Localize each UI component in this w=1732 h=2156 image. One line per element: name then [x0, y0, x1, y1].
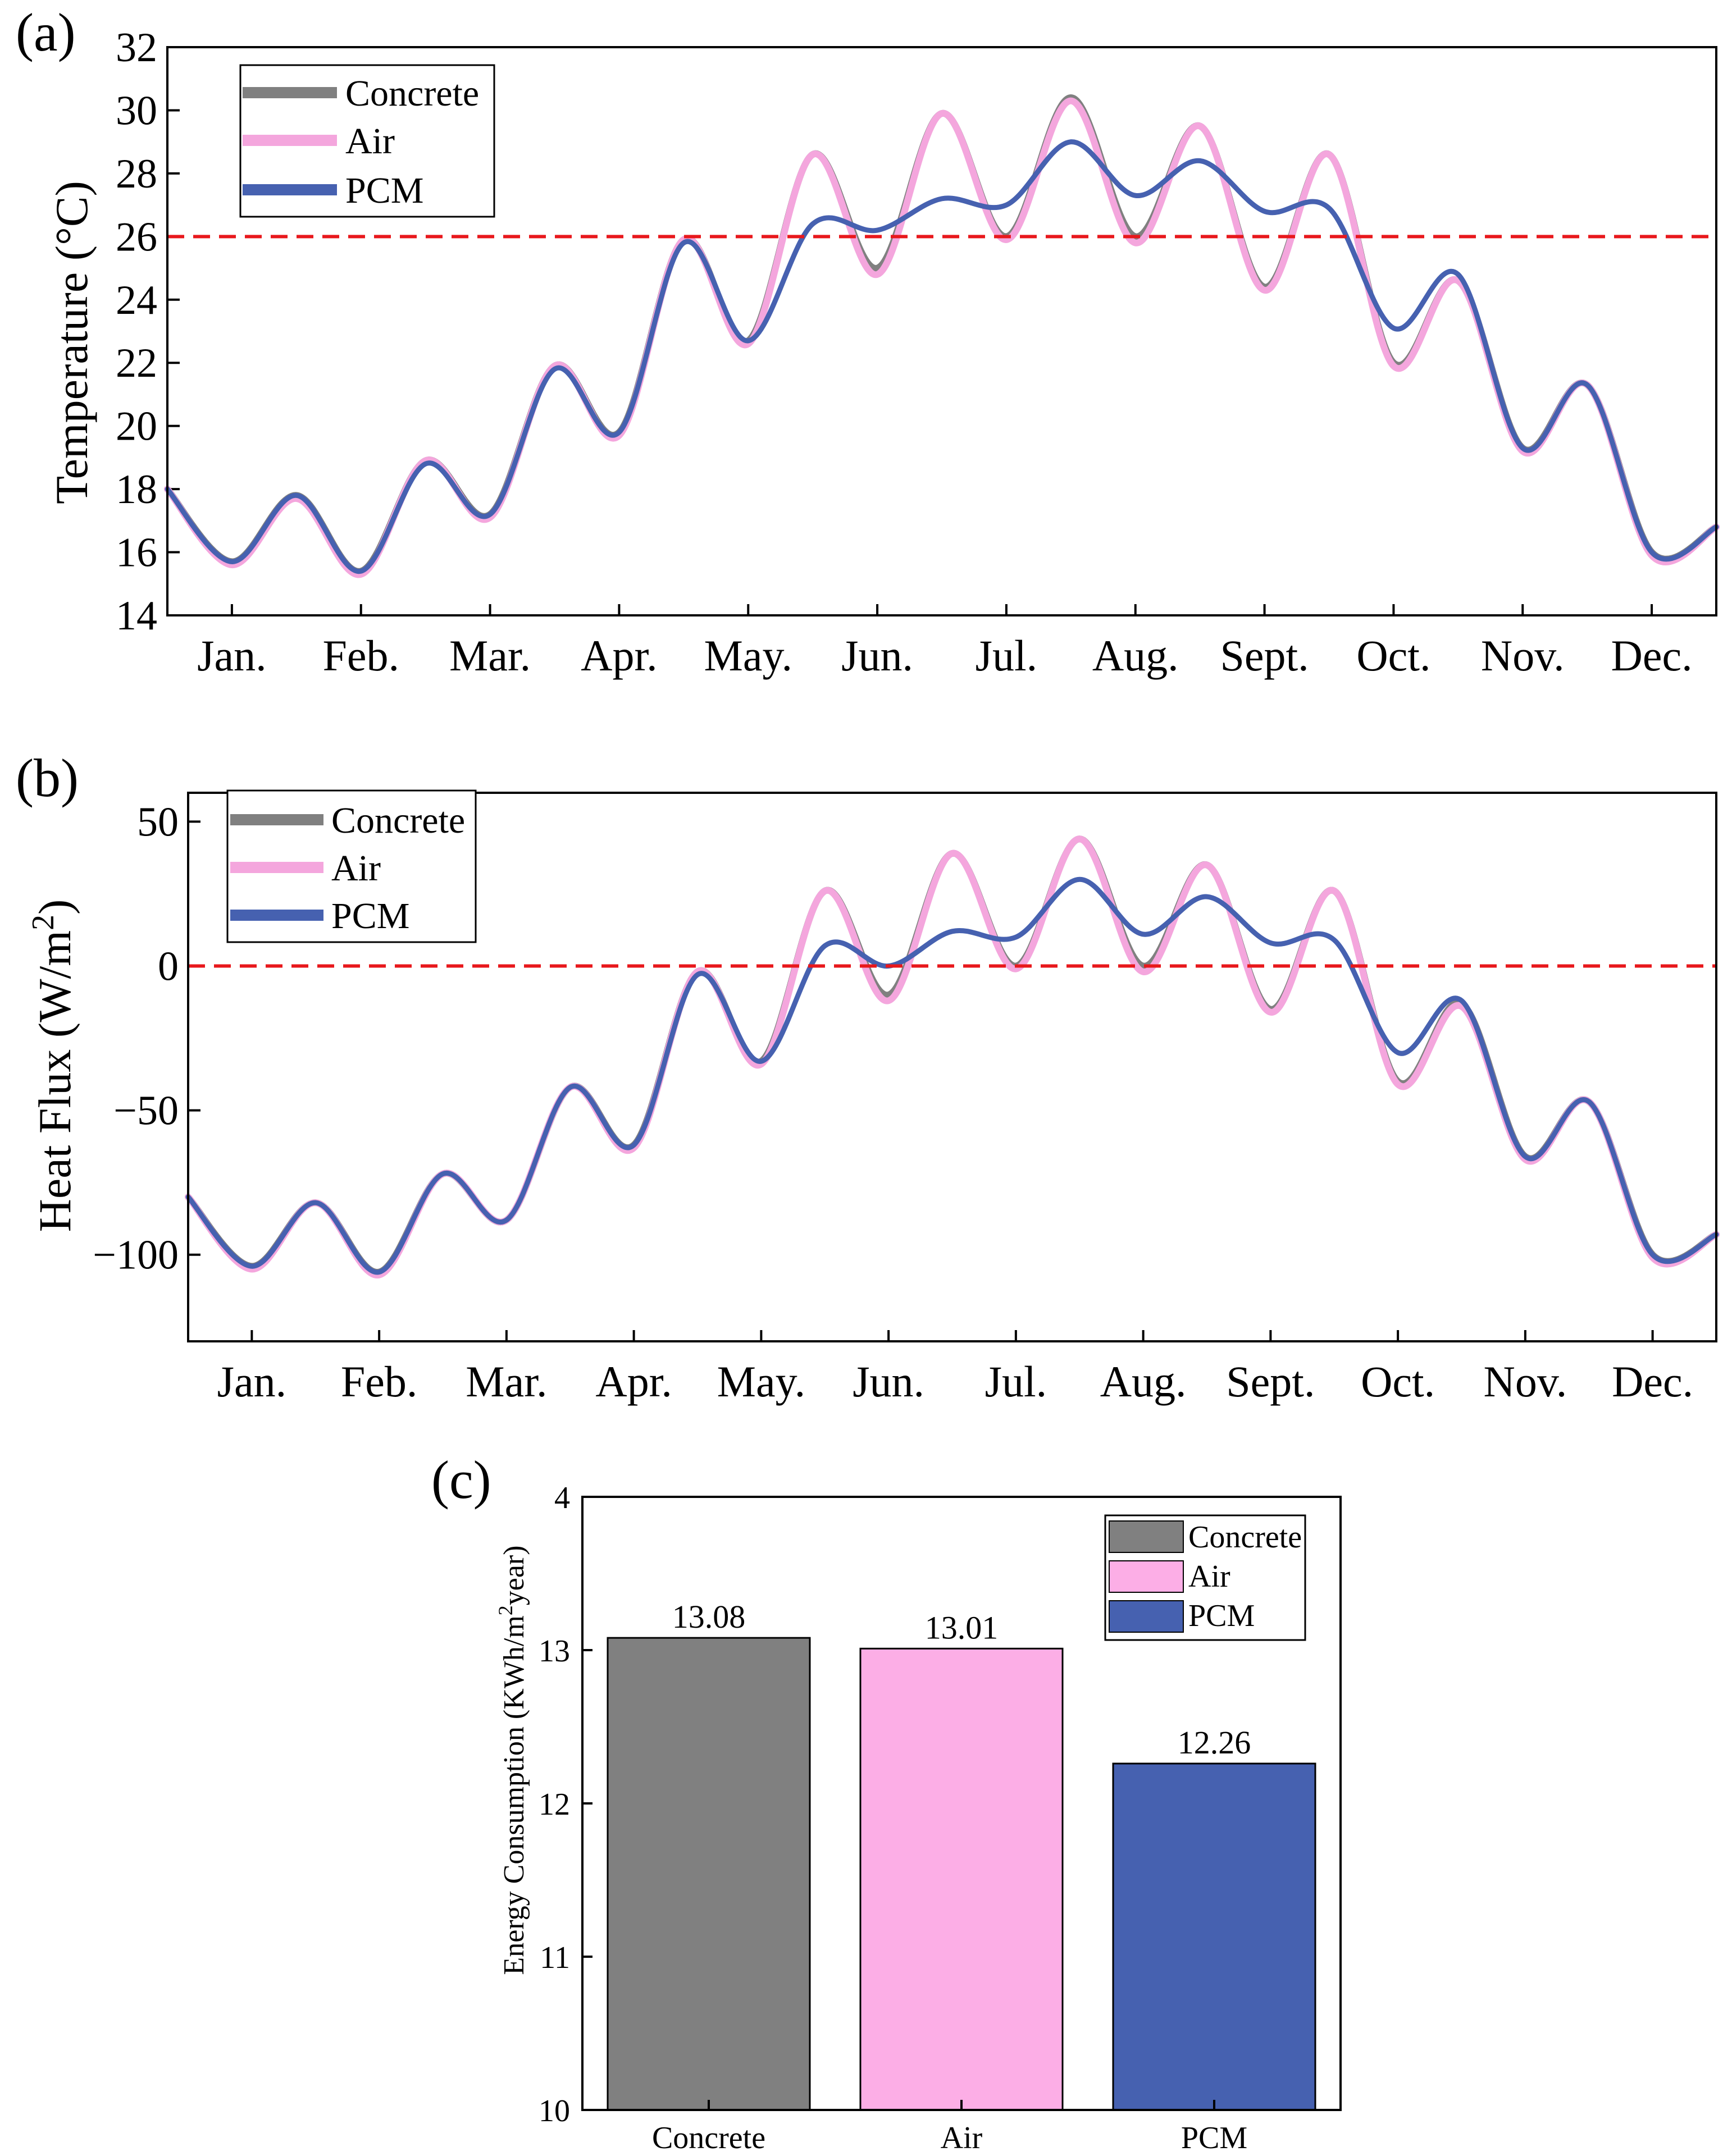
- bar-value-label: 12.26: [1178, 1724, 1251, 1761]
- x-tick-label: May.: [717, 1357, 805, 1406]
- legend-label-concrete: Concrete: [345, 73, 479, 114]
- bar-pcm: [1112, 1762, 1316, 2111]
- x-tick-label: Dec.: [1612, 1357, 1693, 1406]
- y-tick-label: 11: [540, 1940, 570, 1975]
- panel-b-series-lines: [185, 835, 1720, 1278]
- panel-a-series-lines: [164, 94, 1720, 578]
- panel-b-x-ticks: Jan. Feb. Mar. Apr. May. Jun. Jul. Aug. Sept. Oct…: [217, 1330, 1693, 1406]
- panel-c-legend: Concrete Air PCM: [1104, 1514, 1306, 1641]
- bar-concrete: [607, 1637, 811, 2111]
- series-line-pcm: [165, 139, 1719, 574]
- y-tick-label: 28: [116, 151, 157, 197]
- panel-a-x-ticks: Jan. Feb. Mar. Apr. May. Jun. Jul. Aug. Sept. Oct…: [197, 604, 1693, 680]
- x-tick-label: Air: [941, 2121, 983, 2155]
- panel-b-label: (b): [16, 748, 79, 808]
- x-tick-label: Concrete: [652, 2121, 765, 2155]
- y-tick-label: 0: [158, 944, 179, 990]
- panel-c-x-ticks: Concrete Air PCM: [652, 2100, 1247, 2155]
- panel-b-y-axis-title-end: ): [29, 899, 80, 915]
- y-tick-label: 26: [116, 214, 157, 260]
- bar-value-label: 13.08: [672, 1598, 746, 1635]
- legend-swatch-pcm: [1109, 1600, 1184, 1633]
- legend-label-concrete: Concrete: [1188, 1520, 1302, 1555]
- x-tick-label: Apr.: [595, 1357, 672, 1406]
- legend-label-air: Air: [331, 848, 381, 889]
- y-tick-label: 16: [116, 530, 157, 576]
- y-tick-label: 4: [554, 1481, 570, 1515]
- y-tick-label: −100: [93, 1232, 179, 1278]
- panel-b-y-axis-title: Heat Flux (W/m2): [26, 899, 80, 1232]
- panel-c-label: (c): [431, 1450, 491, 1510]
- panel-c-y-axis-title-main: Energy Consumption (KWh/m: [498, 1615, 530, 1975]
- panel-a-y-ticks: 14 16 18 20 22 24 26 28 30 32: [116, 25, 180, 639]
- x-tick-label: Jul.: [976, 631, 1038, 680]
- panel-b-heat-flux-chart: (b) Heat Flux (W/m2) 50 0 −50 −100 Jan. Feb.…: [16, 748, 1720, 1406]
- x-tick-label: Nov.: [1481, 631, 1565, 680]
- bar-air: [859, 1647, 1064, 2111]
- x-tick-label: Jun.: [841, 631, 913, 680]
- y-tick-label: −50: [113, 1088, 179, 1134]
- x-tick-label: Dec.: [1611, 631, 1693, 680]
- x-tick-label: Aug.: [1100, 1357, 1187, 1406]
- panel-c-plot-frame: [581, 1496, 1342, 2111]
- legend-label-concrete: Concrete: [331, 800, 465, 841]
- x-tick-label: Aug.: [1092, 631, 1179, 680]
- y-tick-label: 32: [116, 25, 157, 71]
- legend-swatch-concrete: [1109, 1520, 1184, 1553]
- panel-a-label: (a): [16, 2, 76, 62]
- x-tick-label: PCM: [1181, 2121, 1247, 2155]
- y-tick-label: 30: [116, 88, 157, 134]
- legend-label-pcm: PCM: [345, 170, 423, 211]
- x-tick-label: Jun.: [853, 1357, 924, 1406]
- bar-value-label: 13.01: [925, 1609, 999, 1646]
- x-tick-label: Jul.: [985, 1357, 1047, 1406]
- panel-c-y-axis-title-sup: 2: [494, 1605, 517, 1615]
- x-tick-label: Jan.: [197, 631, 266, 680]
- x-tick-label: Sept.: [1220, 631, 1309, 680]
- panel-b-y-axis-title-sup: 2: [26, 915, 61, 930]
- legend-swatch-air: [1109, 1560, 1184, 1593]
- x-tick-label: Oct.: [1361, 1357, 1435, 1406]
- x-tick-label: Sept.: [1226, 1357, 1315, 1406]
- legend-label-pcm: PCM: [331, 896, 409, 937]
- panel-c-y-axis-title: Energy Consumption (KWh/m2year): [494, 1545, 530, 1975]
- x-tick-label: Mar.: [466, 1357, 547, 1406]
- panel-b-plot-frame: [187, 792, 1717, 1342]
- panel-b-y-axis-title-main: Heat Flux (W/m: [29, 930, 80, 1232]
- panel-c-y-axis-title-end: year): [498, 1545, 530, 1605]
- y-tick-label: 18: [116, 467, 157, 513]
- panel-a-y-axis-title: Temperature (°C): [46, 181, 97, 504]
- panel-c-bars: 13.08 13.01 12.26: [607, 1598, 1316, 2111]
- legend-label-air: Air: [345, 121, 395, 162]
- panel-b-y-ticks: 50 0 −50 −100: [93, 799, 200, 1278]
- legend-label-pcm: PCM: [1188, 1598, 1255, 1633]
- panel-b-legend: Concrete Air PCM: [226, 789, 477, 943]
- x-tick-label: Jan.: [217, 1357, 286, 1406]
- y-tick-label: 50: [137, 799, 179, 845]
- y-tick-label: 10: [539, 2094, 570, 2128]
- y-tick-label: 24: [116, 277, 157, 323]
- y-tick-label: 14: [116, 593, 157, 639]
- legend-label-air: Air: [1188, 1559, 1230, 1594]
- x-tick-label: Nov.: [1483, 1357, 1567, 1406]
- panel-a-temperature-chart: (a) Temperature (°C) 14 16 18 20 22 24 26 28 30 3…: [16, 2, 1720, 680]
- x-tick-label: Feb.: [341, 1357, 418, 1406]
- panel-c-y-ticks: 10 11 12 13 4: [539, 1481, 592, 2128]
- x-tick-label: Apr.: [581, 631, 658, 680]
- y-tick-label: 20: [116, 404, 157, 450]
- x-tick-label: Oct.: [1356, 631, 1430, 680]
- y-tick-label: 13: [539, 1634, 570, 1669]
- panel-c-energy-bar-chart: (c) Energy Consumption (KWh/m2year) 10 11…: [431, 1450, 1342, 2155]
- x-tick-label: May.: [704, 631, 792, 680]
- series-line-pcm: [185, 876, 1719, 1275]
- x-tick-label: Mar.: [449, 631, 531, 680]
- x-tick-label: Feb.: [323, 631, 400, 680]
- panel-a-plot-frame: [166, 46, 1717, 616]
- panel-a-legend: Concrete Air PCM: [239, 64, 495, 218]
- y-tick-label: 12: [539, 1787, 570, 1822]
- y-tick-label: 22: [116, 340, 157, 386]
